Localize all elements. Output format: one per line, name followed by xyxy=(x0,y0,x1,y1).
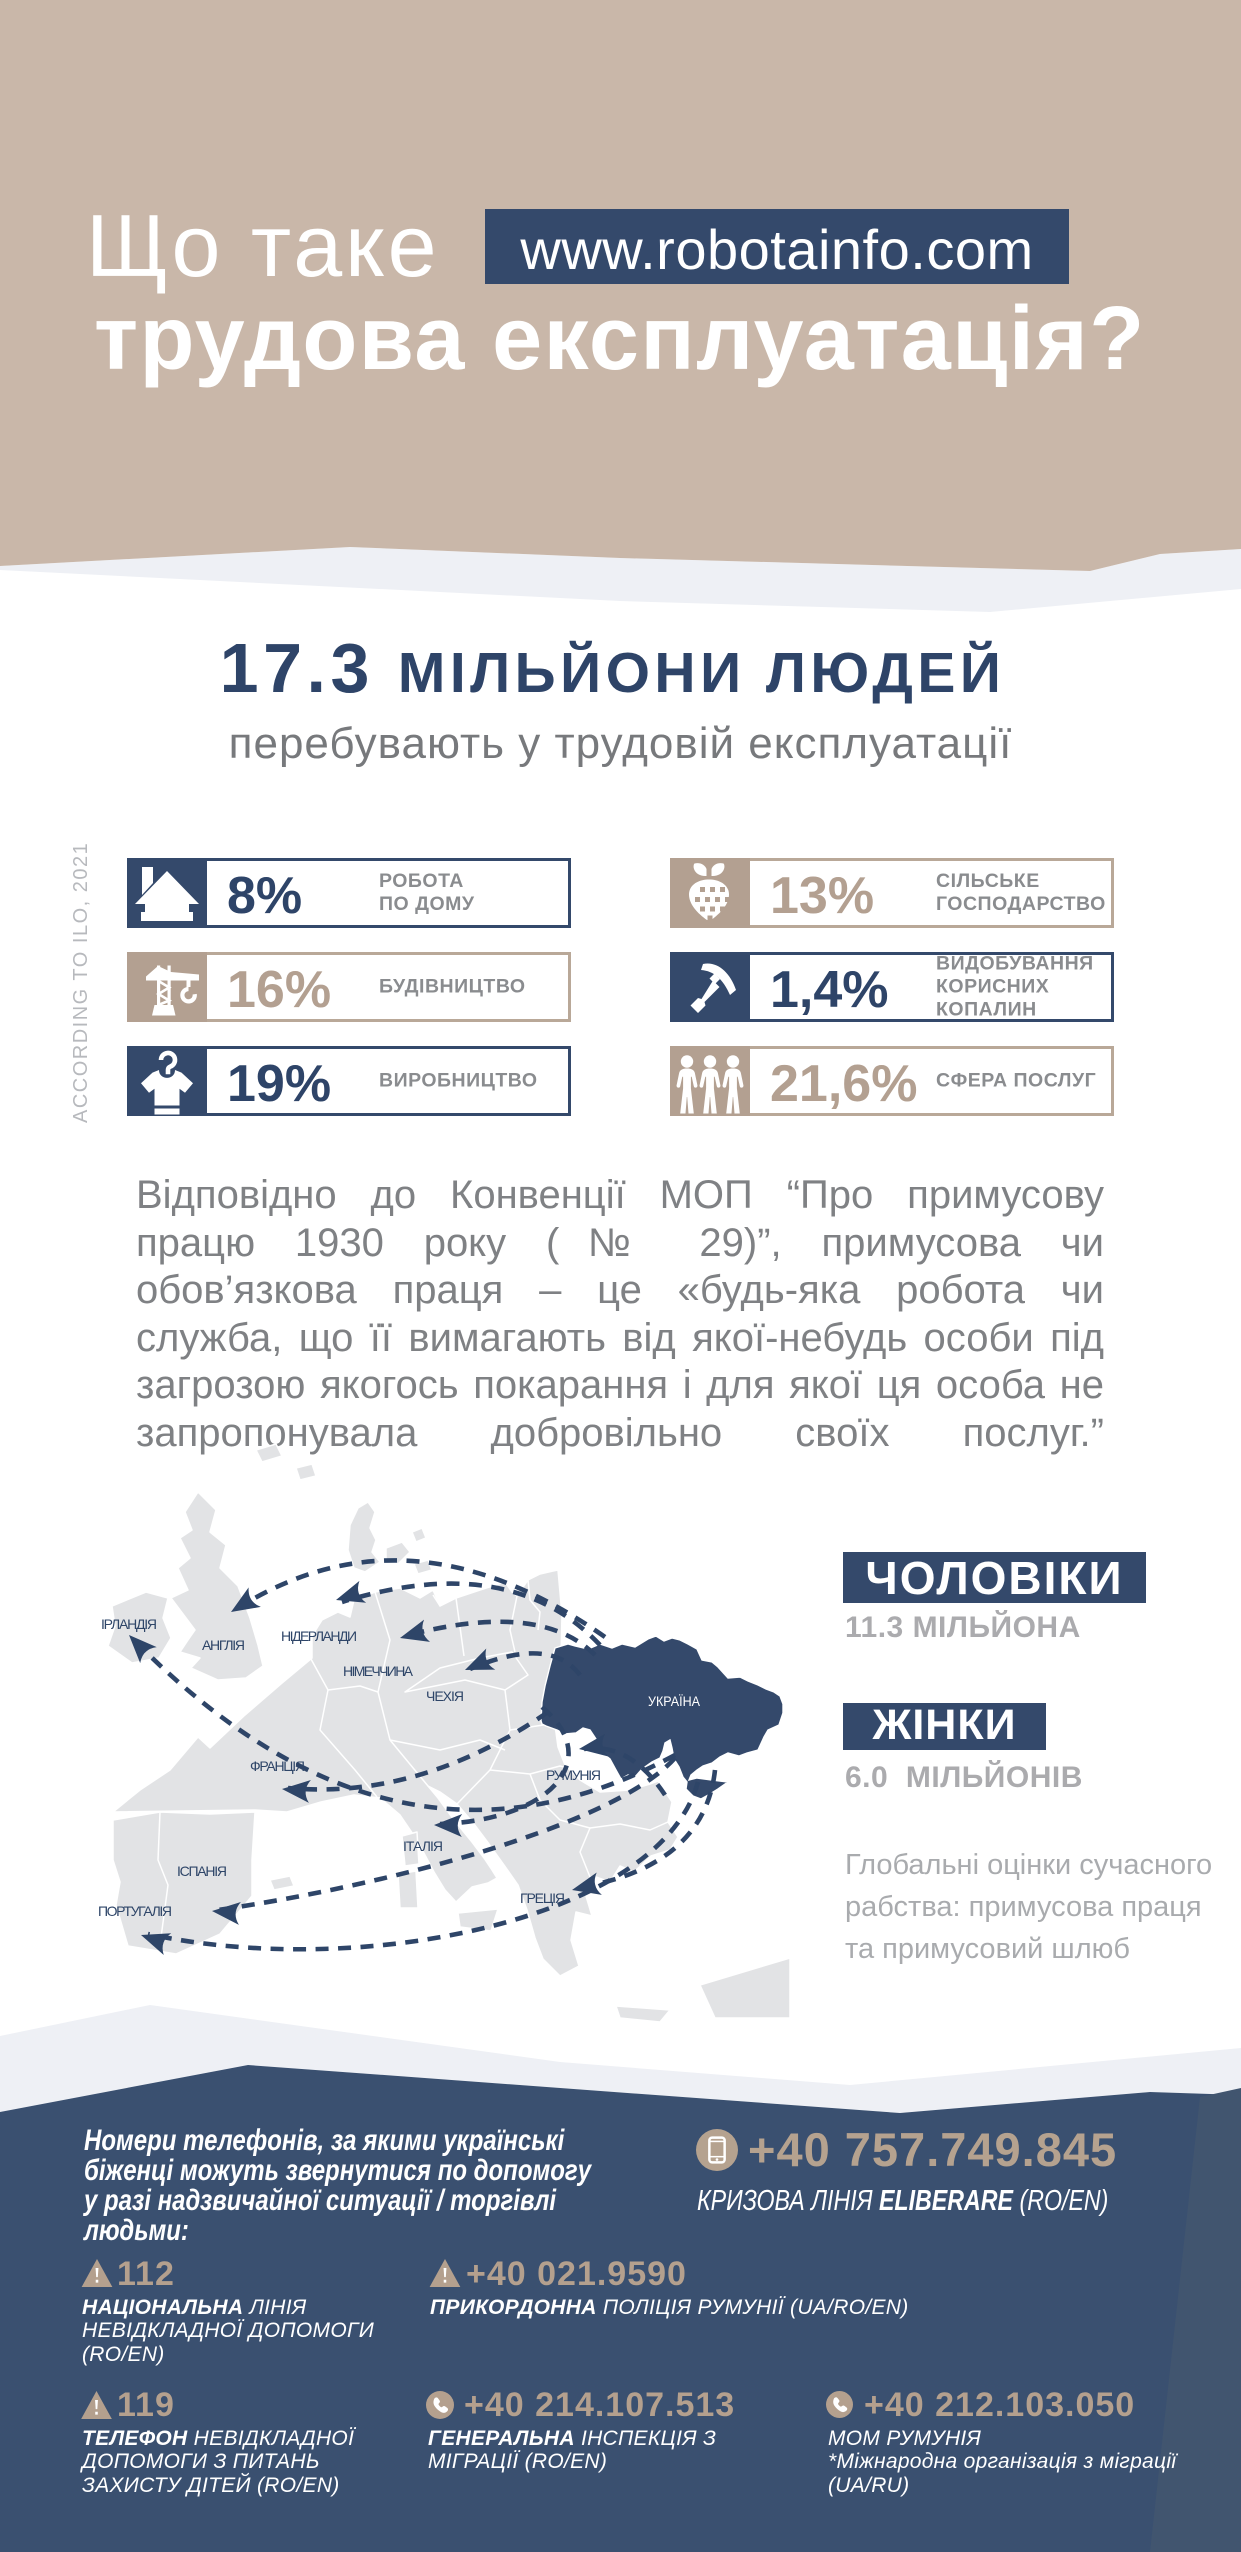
svg-text:ІСПАНІЯ: ІСПАНІЯ xyxy=(177,1863,227,1879)
svg-text:РУМУНІЯ: РУМУНІЯ xyxy=(546,1767,601,1783)
svg-text:ГРЕЦІЯ: ГРЕЦІЯ xyxy=(520,1890,565,1906)
svg-text:УКРАЇНА: УКРАЇНА xyxy=(648,1693,701,1709)
svg-text:АНГЛІЯ: АНГЛІЯ xyxy=(202,1637,245,1653)
svg-text:ФРАНЦІЯ: ФРАНЦІЯ xyxy=(250,1758,305,1774)
svg-text:ІТАЛІЯ: ІТАЛІЯ xyxy=(403,1838,443,1854)
svg-text:НІДЕРЛАНДИ: НІДЕРЛАНДИ xyxy=(281,1628,357,1644)
svg-text:НІМЕЧЧИНА: НІМЕЧЧИНА xyxy=(343,1663,414,1679)
svg-text:ІРЛАНДІЯ: ІРЛАНДІЯ xyxy=(101,1616,157,1632)
svg-text:ЧЕХІЯ: ЧЕХІЯ xyxy=(426,1688,464,1704)
svg-text:ПОРТУГАЛІЯ: ПОРТУГАЛІЯ xyxy=(98,1903,172,1919)
